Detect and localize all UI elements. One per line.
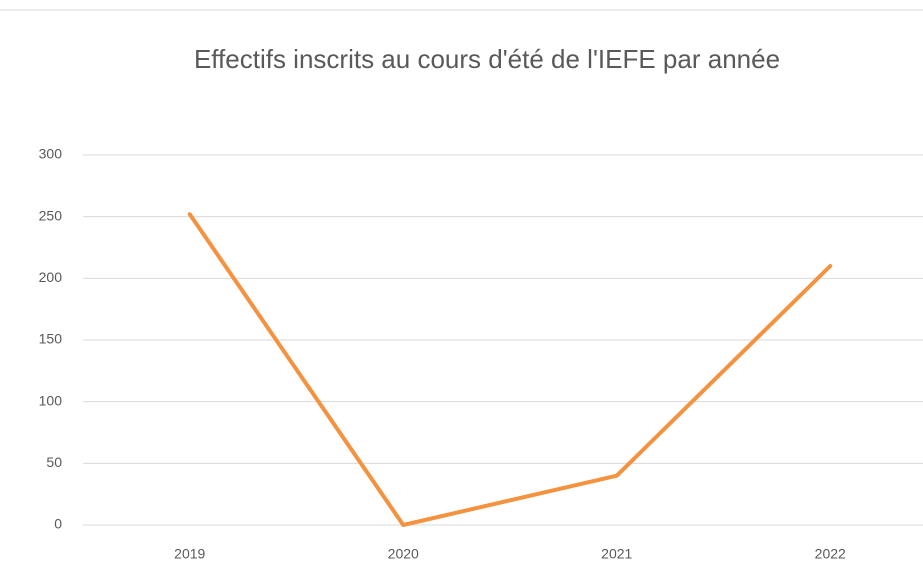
y-tick-label: 250 <box>39 207 63 223</box>
y-tick-label: 300 <box>39 146 63 162</box>
x-tick-label: 2022 <box>815 546 846 562</box>
y-tick-label: 100 <box>39 392 63 408</box>
x-tick-label: 2020 <box>388 546 419 562</box>
chart-title: Effectifs inscrits au cours d'été de l'I… <box>193 44 781 74</box>
y-tick-label: 150 <box>39 331 63 347</box>
x-tick-label: 2019 <box>174 546 205 562</box>
x-tick-label: 2021 <box>601 546 632 562</box>
y-tick-label: 50 <box>46 454 62 470</box>
y-tick-label: 0 <box>54 516 62 532</box>
line <box>187 212 833 527</box>
y-tick-label: 200 <box>39 269 63 285</box>
